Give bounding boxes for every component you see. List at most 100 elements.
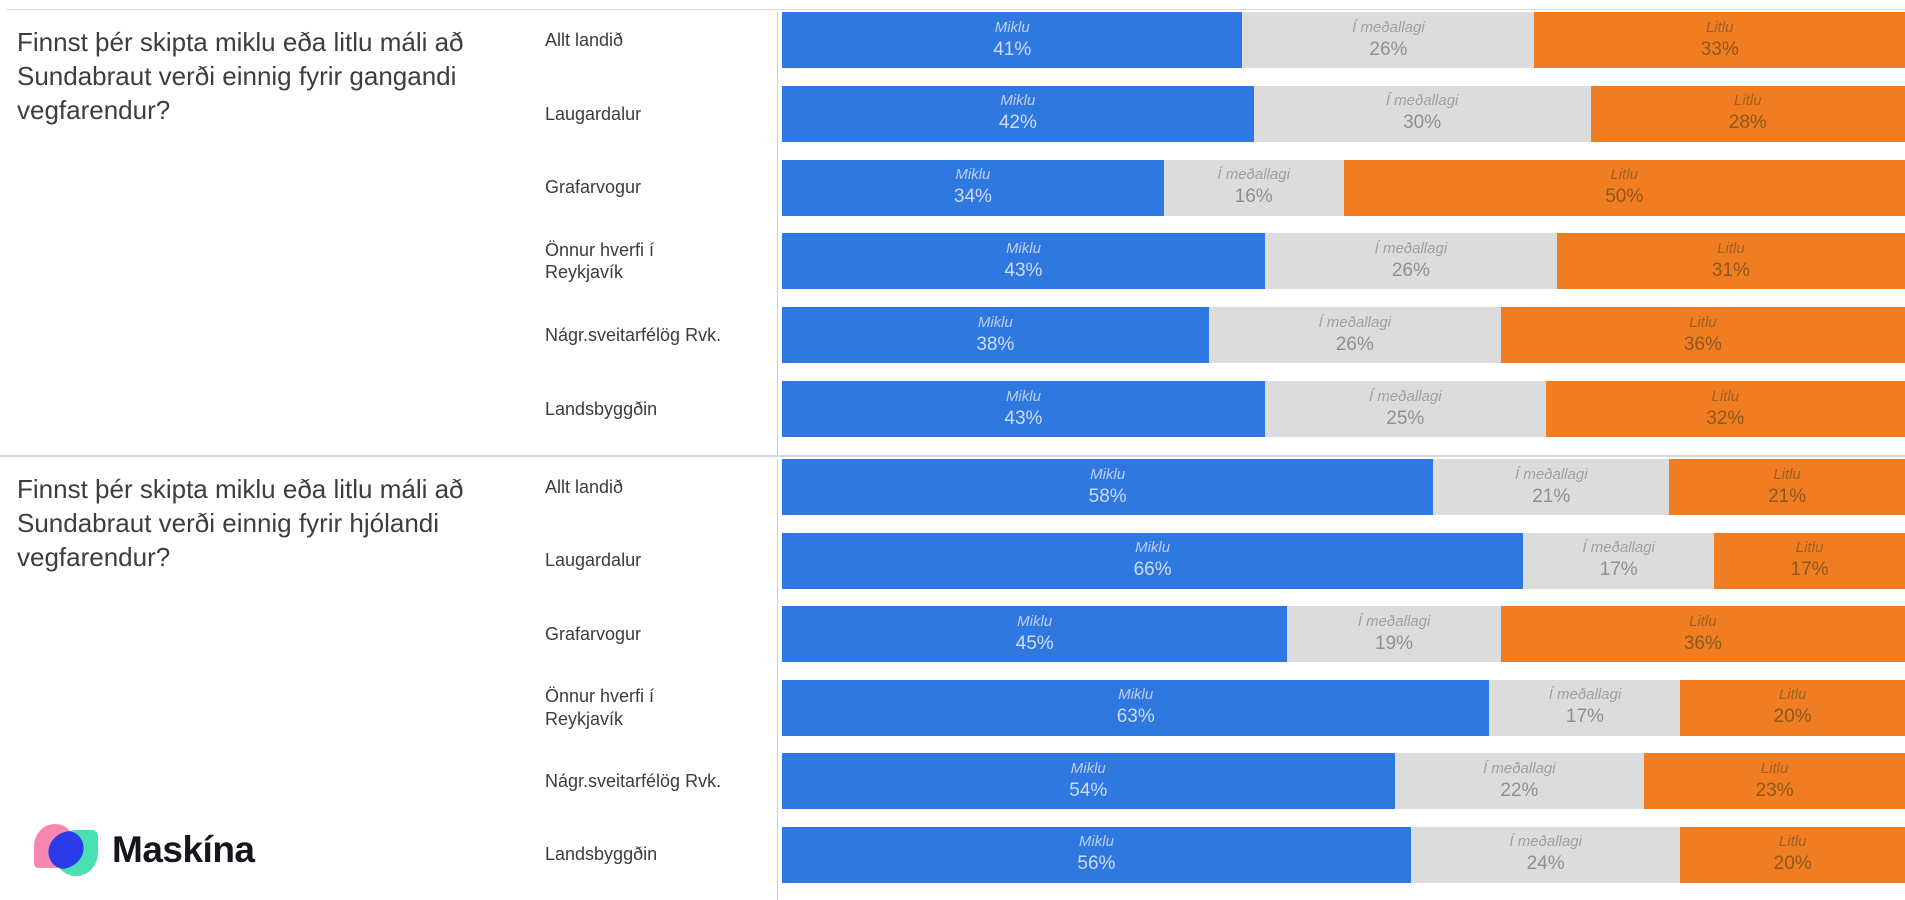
segment-value-label: 23% — [1755, 779, 1794, 801]
segment-miklu: Miklu 43% — [782, 381, 1265, 438]
segment-series-label: Litlu — [1778, 686, 1807, 704]
segment-i-medallagi: Í meðallagi 26% — [1208, 307, 1501, 364]
segment-value-label: 43% — [1004, 260, 1043, 282]
segment-value-label: 17% — [1599, 559, 1638, 581]
category-label: Laugardalur — [545, 550, 642, 571]
segment-series-label: Litlu — [1711, 387, 1740, 405]
stacked-bar: Miklu 43% Í meðallagi 26% Litlu 31% — [777, 233, 1905, 308]
segment-value-label: 36% — [1683, 632, 1722, 654]
chart-row: Laugardalur Miklu 66% Í meðallagi 17% Litlu 17… — [545, 532, 1905, 606]
segment-litlu: Litlu 31% — [1556, 233, 1905, 290]
segment-value-label: 41% — [993, 38, 1032, 60]
segment-series-label: Í meðallagi — [1217, 166, 1290, 184]
chart-row: Grafarvogur Miklu 45% Í meðallagi 19% Litlu 36… — [545, 606, 1905, 680]
segment-miklu: Miklu 54% — [782, 753, 1395, 809]
maskina-logo-icon — [34, 818, 98, 882]
segment-value-label: 16% — [1234, 186, 1273, 208]
chart-row: Önnur hverfi í Reykjavík Miklu 43% Í meðall… — [545, 233, 1905, 308]
segment-litlu: Litlu 17% — [1714, 532, 1905, 589]
segment-i-medallagi: Í meðallagi 30% — [1253, 85, 1591, 142]
stacked-bar: Miklu 34% Í meðallagi 16% Litlu 50% — [777, 159, 1905, 234]
segment-litlu: Litlu 50% — [1343, 159, 1905, 216]
segment-series-label: Miklu — [1000, 92, 1036, 110]
category-label: Grafarvogur — [545, 623, 642, 644]
segment-series-label: Í meðallagi — [1509, 833, 1582, 851]
segment-series-label: Litlu — [1760, 759, 1789, 777]
segment-i-medallagi: Í meðallagi 22% — [1394, 753, 1645, 809]
segment-series-label: Í meðallagi — [1514, 465, 1588, 483]
stacked-bar: Miklu 56% Í meðallagi 24% Litlu 20% — [777, 826, 1905, 900]
segment-miklu: Miklu 43% — [782, 233, 1265, 290]
segment-value-label: 20% — [1773, 853, 1812, 875]
segment-miklu: Miklu 66% — [782, 532, 1524, 589]
segment-miklu: Miklu 63% — [782, 679, 1490, 736]
segment-i-medallagi: Í meðallagi 19% — [1287, 606, 1501, 662]
question-text: Finnst þér skipta miklu eða litlu máli a… — [17, 27, 464, 125]
segment-miklu: Miklu 56% — [782, 826, 1411, 883]
segment-value-label: 30% — [1403, 112, 1442, 134]
block-separator-line — [0, 455, 1905, 457]
segment-series-label: Litlu — [1734, 92, 1762, 110]
segment-value-label: 43% — [1004, 407, 1043, 429]
segment-i-medallagi: Í meðallagi 26% — [1264, 233, 1557, 290]
segment-i-medallagi: Í meðallagi 17% — [1523, 532, 1715, 589]
segment-miklu: Miklu 41% — [782, 12, 1243, 68]
segment-value-label: 17% — [1565, 706, 1604, 728]
stacked-bar: Miklu 42% Í meðallagi 30% Litlu 28% — [777, 85, 1905, 160]
segment-series-label: Litlu — [1717, 240, 1745, 258]
segment-value-label: 20% — [1773, 706, 1812, 728]
segment-value-label: 42% — [998, 112, 1037, 134]
segment-value-label: 45% — [1015, 632, 1054, 654]
category-label: Önnur hverfi í Reykjavík — [545, 239, 655, 283]
segment-value-label: 19% — [1375, 632, 1414, 654]
segment-litlu: Litlu 23% — [1644, 753, 1905, 809]
segment-series-label: Í meðallagi — [1582, 539, 1655, 557]
category-label: Allt landið — [545, 29, 624, 50]
stacked-bar-chart: Allt landið Miklu 58% Í meðallagi 21% Litlu 21… — [545, 459, 1905, 900]
segment-miklu: Miklu 58% — [782, 459, 1434, 515]
segment-series-label: Miklu — [955, 166, 991, 184]
segment-litlu: Litlu 36% — [1500, 307, 1905, 364]
segment-series-label: Í meðallagi — [1352, 18, 1425, 36]
category-label: Landsbyggðin — [545, 398, 658, 419]
stacked-bar: Miklu 41% Í meðallagi 26% Litlu 33% — [777, 12, 1905, 86]
segment-value-label: 26% — [1391, 260, 1430, 282]
segment-value-label: 66% — [1133, 559, 1172, 581]
segment-series-label: Miklu — [1135, 539, 1171, 557]
top-separator-line — [7, 9, 1905, 10]
segment-value-label: 28% — [1728, 112, 1767, 134]
segment-series-label: Miklu — [1118, 686, 1154, 704]
stacked-bar: Miklu 38% Í meðallagi 26% Litlu 36% — [777, 307, 1905, 382]
segment-value-label: 25% — [1386, 407, 1425, 429]
stacked-bar-chart: Allt landið Miklu 41% Í meðallagi 26% Litlu 33… — [545, 12, 1905, 455]
segment-series-label: Litlu — [1689, 612, 1717, 630]
segment-value-label: 32% — [1706, 407, 1745, 429]
segment-miklu: Miklu 45% — [782, 606, 1288, 662]
segment-series-label: Miklu — [1078, 833, 1114, 851]
segment-series-label: Í meðallagi — [1374, 240, 1448, 258]
segment-series-label: Miklu — [1090, 465, 1126, 483]
segment-series-label: Í meðallagi — [1548, 686, 1622, 704]
segment-i-medallagi: Í meðallagi 24% — [1410, 826, 1681, 883]
segment-value-label: 38% — [976, 333, 1015, 355]
segment-i-medallagi: Í meðallagi 21% — [1433, 459, 1670, 515]
maskina-logo: Maskína — [34, 818, 255, 882]
stacked-bar: Miklu 58% Í meðallagi 21% Litlu 21% — [777, 459, 1905, 533]
segment-series-label: Miklu — [977, 313, 1013, 331]
segment-value-label: 26% — [1369, 38, 1408, 60]
segment-value-label: 17% — [1790, 559, 1829, 581]
category-label: Nágr.sveitarfélög Rvk. — [545, 325, 722, 346]
segment-value-label: 21% — [1768, 485, 1807, 507]
segment-miklu: Miklu 42% — [782, 85, 1254, 142]
segment-series-label: Í meðallagi — [1368, 387, 1442, 405]
segment-series-label: Í meðallagi — [1483, 759, 1556, 777]
stacked-bar: Miklu 43% Í meðallagi 25% Litlu 32% — [777, 381, 1905, 455]
segment-value-label: 58% — [1088, 485, 1127, 507]
chart-row: Landsbyggðin Miklu 43% Í meðallagi 25% Litlu 3… — [545, 381, 1905, 455]
segment-series-label: Litlu — [1705, 18, 1734, 36]
segment-miklu: Miklu 38% — [782, 307, 1209, 364]
segment-value-label: 63% — [1116, 706, 1155, 728]
segment-series-label: Miklu — [994, 18, 1030, 36]
question-block-walking: Finnst þér skipta miklu eða litlu máli a… — [0, 12, 1905, 455]
